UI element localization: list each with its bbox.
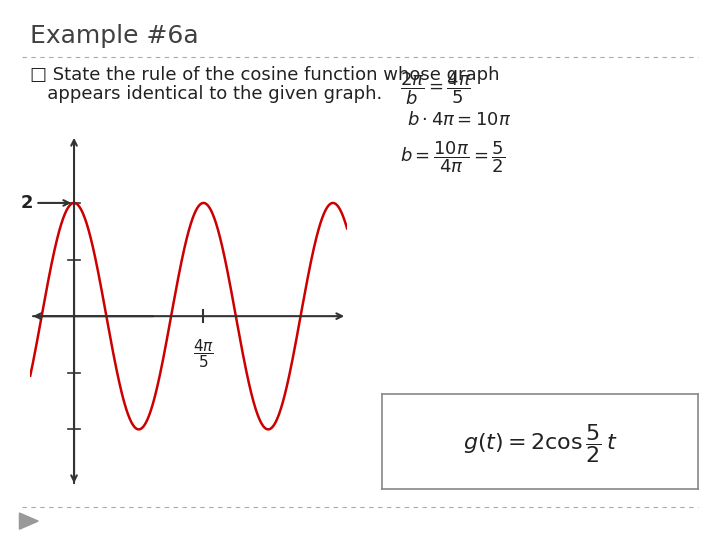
Text: 2: 2 <box>20 194 33 212</box>
Text: $b = \dfrac{10\pi}{4\pi} = \dfrac{5}{2}$: $b = \dfrac{10\pi}{4\pi} = \dfrac{5}{2}$ <box>400 139 505 175</box>
Text: $\dfrac{2\pi}{b} = \dfrac{4\pi}{5}$: $\dfrac{2\pi}{b} = \dfrac{4\pi}{5}$ <box>400 70 471 107</box>
Text: □ State the rule of the cosine function whose graph: □ State the rule of the cosine function … <box>30 66 500 84</box>
Text: Example #6a: Example #6a <box>30 24 199 48</box>
Text: $g(t) = 2\cos\dfrac{5}{2}\,t$: $g(t) = 2\cos\dfrac{5}{2}\,t$ <box>463 422 617 465</box>
Text: $b \cdot 4\pi = 10\pi$: $b \cdot 4\pi = 10\pi$ <box>407 111 511 129</box>
Text: appears identical to the given graph.: appears identical to the given graph. <box>30 85 382 103</box>
Text: $\dfrac{4\pi}{5}$: $\dfrac{4\pi}{5}$ <box>193 338 214 370</box>
